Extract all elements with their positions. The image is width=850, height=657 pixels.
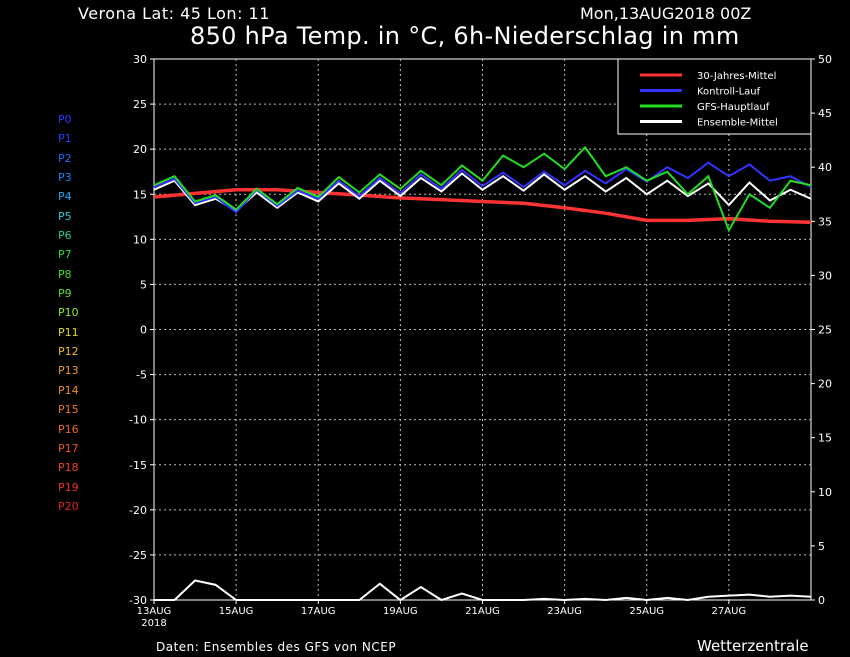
member-p15: P15: [58, 403, 79, 417]
member-p14: P14: [58, 383, 79, 397]
location-label: Verona Lat: 45 Lon: 11: [78, 4, 270, 23]
y-left-tick-label: 25: [133, 98, 147, 111]
member-p7: P7: [58, 248, 72, 262]
member-p8: P8: [58, 267, 72, 281]
y-right-tick-label: 50: [818, 53, 832, 66]
y-right-tick-label: 0: [818, 594, 825, 607]
x-tick-label: 17AUG: [301, 606, 336, 617]
member-p19: P19: [58, 480, 79, 494]
footer-brand: Wetterzentrale: [697, 637, 809, 655]
y-left-tick-label: 15: [133, 188, 147, 201]
footer-source: Daten: Ensembles des GFS von NCEP: [156, 640, 397, 654]
y-left-tick-label: 30: [133, 53, 147, 66]
y-left-tick-label: -30: [129, 594, 147, 607]
x-year-label: 2018: [141, 618, 166, 629]
x-tick-label: 23AUG: [547, 606, 582, 617]
y-left-tick-label: 20: [133, 143, 147, 156]
y-right-tick-label: 40: [818, 161, 832, 174]
member-list: P0 P1 P2 P3 P4 P5 P6 P7 P8 P9 P10 P11 P12 P13 P14 P15 P1…: [58, 110, 118, 516]
y-right-tick-label: 10: [818, 486, 832, 499]
x-tick-label: 27AUG: [712, 606, 747, 617]
x-axis: 13AUG 15AUG 17AUG 19AUG 21AUG 23AUG 25AUG 27AUG…: [137, 600, 747, 629]
precip-series: [154, 579, 812, 602]
y-left-tick-label: -20: [129, 504, 147, 517]
precip-mean-line: [154, 579, 812, 602]
grid: [154, 59, 811, 600]
member-p3: P3: [58, 171, 72, 185]
series-line-0: [153, 187, 812, 224]
y-left-tick-label: -15: [129, 459, 147, 472]
y-left-tick-label: -5: [136, 369, 147, 382]
legend-label: GFS-Hauptlauf: [697, 102, 770, 113]
member-p2: P2: [58, 151, 72, 165]
y-right-tick-label: 25: [818, 324, 832, 337]
x-tick-label: 15AUG: [219, 606, 254, 617]
y-right-tick-label: 45: [818, 107, 832, 120]
y-right-tick-label: 5: [818, 540, 825, 553]
x-tick-label: 25AUG: [629, 606, 664, 617]
y-left-tick-label: -25: [129, 549, 147, 562]
y-left-tick-label: 0: [140, 324, 147, 337]
x-tick-label: 21AUG: [465, 606, 500, 617]
member-p17: P17: [58, 441, 79, 455]
member-p11: P11: [58, 325, 79, 339]
y-right-tick-label: 15: [818, 432, 832, 445]
member-p5: P5: [58, 209, 72, 223]
legend: 30-Jahres-Mittel Kontroll-Lauf GFS-Hauptla…: [617, 58, 812, 135]
y-left-tick-label: 10: [133, 233, 147, 246]
run-datetime: Mon,13AUG2018 00Z: [580, 4, 752, 23]
y-left-tick-label: 5: [140, 278, 147, 291]
member-p10: P10: [58, 306, 79, 320]
member-p4: P4: [58, 190, 72, 204]
series-line-1: [153, 172, 812, 212]
y-right-tick-label: 30: [818, 269, 832, 282]
y-left-axis: 30 25 20 15 10 5 0 -5 -10 -15 -20 -25 -30: [129, 53, 154, 607]
y-left-tick-label: -10: [129, 414, 147, 427]
x-tick-label: 13AUG: [137, 606, 172, 617]
member-p18: P18: [58, 461, 79, 475]
legend-label: 30-Jahres-Mittel: [697, 71, 776, 82]
member-p6: P6: [58, 229, 72, 243]
member-p12: P12: [58, 345, 79, 359]
member-p1: P1: [58, 132, 72, 146]
y-right-tick-label: 35: [818, 215, 832, 228]
chart-title: 850 hPa Temp. in °C, 6h-Niederschlag in …: [190, 22, 740, 50]
member-p13: P13: [58, 364, 79, 378]
member-p20: P20: [58, 499, 79, 513]
series-line-3: [153, 145, 812, 233]
legend-label: Ensemble-Mittel: [697, 118, 778, 129]
temperature-series: [153, 145, 812, 233]
member-p0: P0: [58, 113, 72, 126]
legend-label: Kontroll-Lauf: [697, 87, 761, 98]
member-p9: P9: [58, 287, 72, 301]
y-right-tick-label: 20: [818, 378, 832, 391]
member-p16: P16: [58, 422, 79, 436]
x-tick-label: 19AUG: [383, 606, 418, 617]
